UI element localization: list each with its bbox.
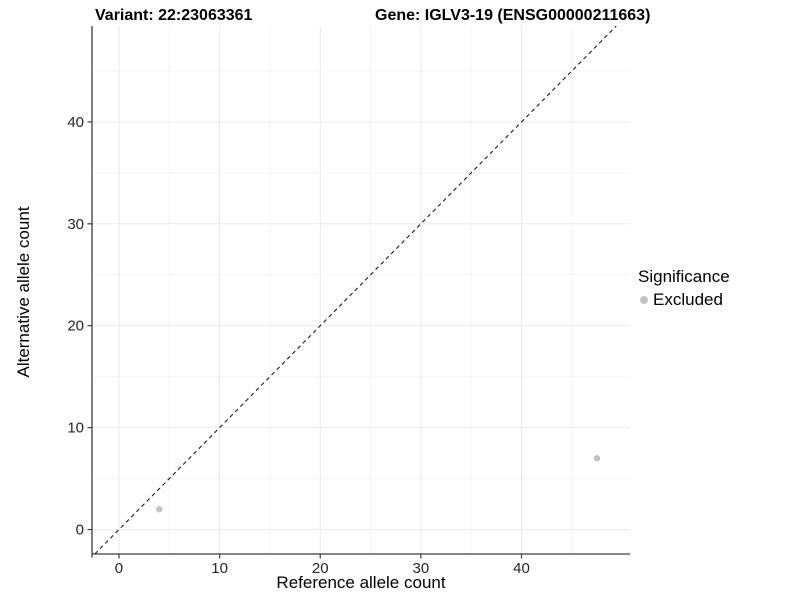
y-axis-label: Alternative allele count [14, 206, 33, 378]
excluded-point-icon [640, 295, 648, 304]
y-tick-label: 20 [67, 318, 84, 335]
data-point [593, 455, 601, 462]
y-tick-label: 0 [76, 522, 84, 539]
x-tick-label: 40 [513, 560, 530, 577]
gene-title: Gene: IGLV3-19 (ENSG00000211663) [375, 7, 651, 24]
x-tick-label: 30 [413, 560, 430, 577]
x-tick-label: 10 [211, 560, 228, 577]
y-tick-label: 40 [67, 114, 84, 131]
y-tick-label: 10 [67, 420, 84, 437]
legend-entry-label: Excluded [653, 289, 723, 309]
legend-entry-excluded: Excluded [638, 290, 730, 310]
y-tick-label: 30 [67, 216, 84, 233]
identity-dashed-line [94, 25, 617, 555]
legend: Significance Excluded [638, 267, 730, 310]
x-tick-label: 0 [115, 560, 123, 577]
x-axis-label: Reference allele count [276, 573, 446, 592]
variant-title: Variant: 22:23063361 [95, 7, 253, 24]
x-tick-label: 20 [312, 560, 329, 577]
legend-title: Significance [638, 267, 730, 286]
data-point [156, 505, 163, 513]
